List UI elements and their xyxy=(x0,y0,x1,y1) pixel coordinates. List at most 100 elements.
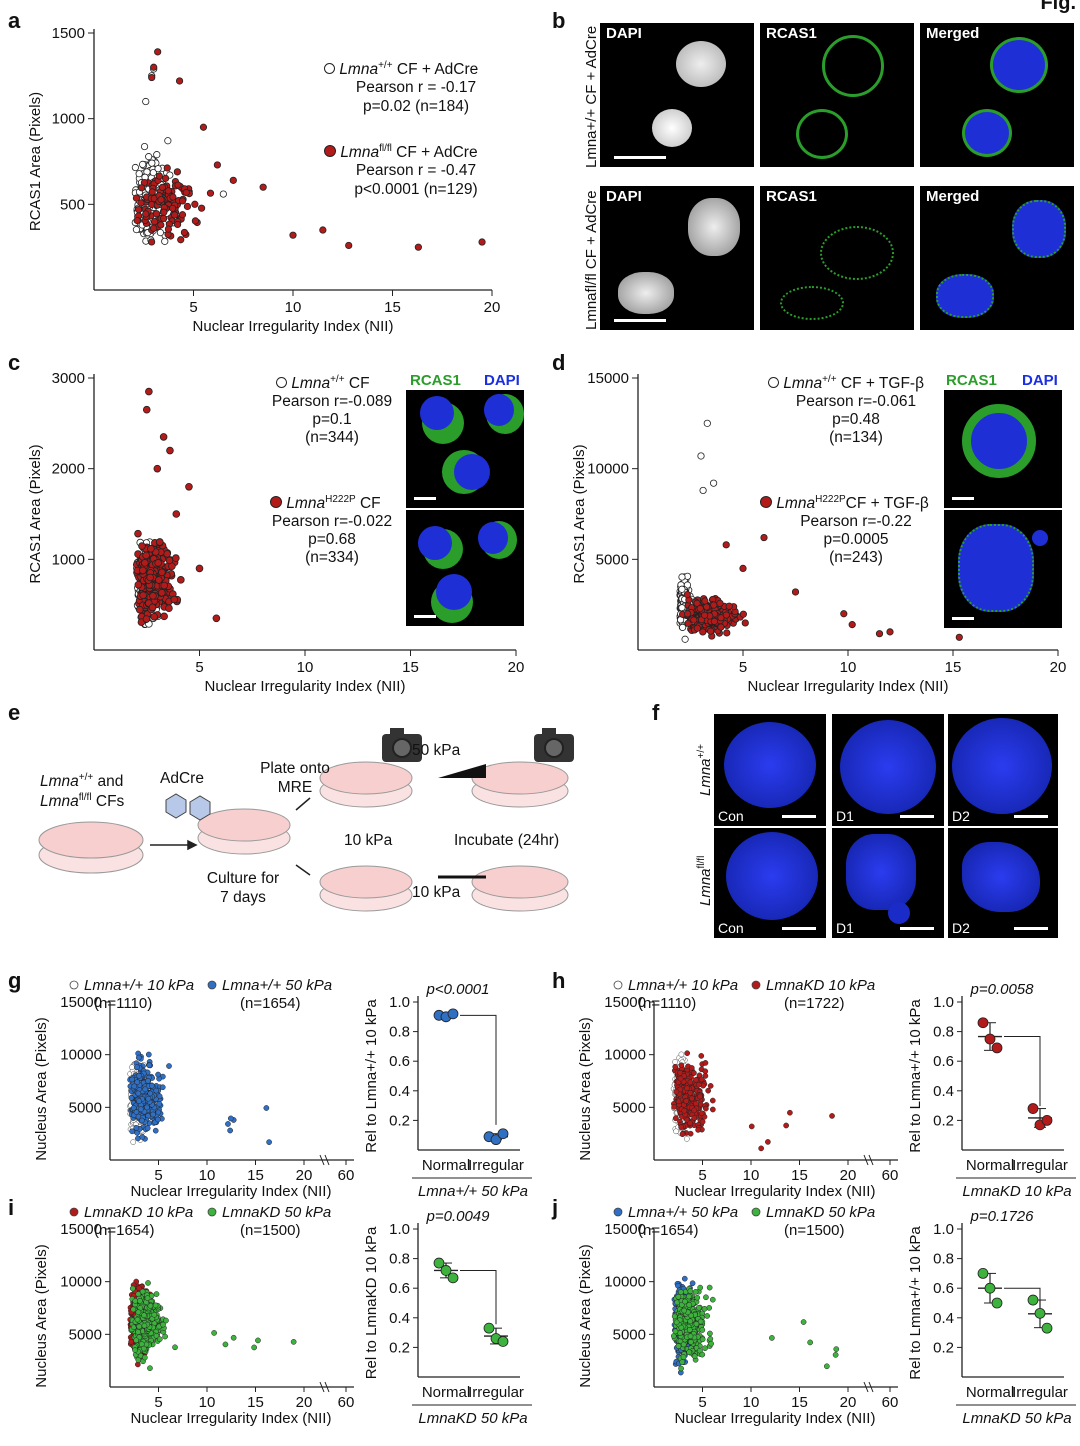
data-point-h xyxy=(684,1050,691,1057)
panel-label-b: b xyxy=(552,8,566,33)
data-point-a xyxy=(414,243,422,251)
data-point-d xyxy=(875,630,884,638)
data-point-h xyxy=(787,1109,793,1116)
data-point-d xyxy=(678,573,686,581)
data-point-j xyxy=(823,1363,830,1370)
dot-y-tick-label-h: 0.8 xyxy=(933,1024,954,1041)
data-point-i xyxy=(172,1344,178,1351)
micrograph-b-rcas1-wt: RCAS1 xyxy=(760,23,914,167)
data-point-d xyxy=(684,610,692,618)
legend-j-1: Lmna+/+ 50 kPa xyxy=(628,1204,738,1221)
data-point-c xyxy=(148,603,157,612)
category-label-i: Irregular xyxy=(468,1384,524,1401)
data-point-a xyxy=(174,181,182,189)
y-axis-label-d: RCAS1 Area (Pixels) xyxy=(571,444,588,583)
x-tick-label-h: 20 xyxy=(840,1167,857,1184)
data-point-c xyxy=(150,612,158,621)
data-point-h xyxy=(707,1083,714,1089)
data-point-h xyxy=(693,1077,699,1083)
legend-j-n1: (n=1654) xyxy=(638,1222,698,1239)
data-point-g xyxy=(225,1121,231,1127)
data-point-d xyxy=(848,621,856,629)
data-point-c xyxy=(155,576,163,584)
data-point-i xyxy=(128,1338,134,1345)
p-value-g: p<0.0001 xyxy=(426,981,490,998)
incubate-label: Incubate (24hr) xyxy=(454,832,560,849)
data-point-j xyxy=(686,1326,693,1333)
legend-marker-i xyxy=(207,1207,217,1217)
data-point-h xyxy=(672,1115,679,1122)
data-point-a xyxy=(148,73,156,82)
y-tick-label-c: 1000 xyxy=(52,551,85,568)
category-label-h: Irregular xyxy=(1012,1157,1068,1174)
culture-label-2: 7 days xyxy=(220,889,266,906)
data-point-d xyxy=(722,541,730,549)
x-tick-label-i: 5 xyxy=(154,1394,162,1411)
data-point-j xyxy=(703,1294,709,1301)
data-point-j xyxy=(694,1294,701,1301)
dot-point-h xyxy=(1027,1103,1039,1114)
data-point-a xyxy=(148,188,156,196)
data-point-a xyxy=(161,174,170,182)
schematic-e xyxy=(38,728,574,912)
p-value-i: p=0.0049 xyxy=(426,1208,491,1225)
x-tick-label-g: 5 xyxy=(154,1167,162,1184)
data-point-a xyxy=(132,226,141,234)
data-point-c xyxy=(159,433,168,441)
legend-g-n2: (n=1654) xyxy=(240,995,300,1012)
x-tick-label-i: 60 xyxy=(338,1394,355,1411)
data-point-h xyxy=(671,1104,678,1110)
dot-y-tick-label-i: 0.2 xyxy=(389,1339,410,1356)
x-tick-label-g: 15 xyxy=(247,1167,264,1184)
data-point-h xyxy=(679,1131,686,1138)
data-point-a xyxy=(157,196,165,204)
dish-mre-10-before xyxy=(319,865,413,912)
x-tick-label-d: 20 xyxy=(1050,659,1067,676)
axis-break-g xyxy=(324,1154,330,1166)
data-point-a xyxy=(197,204,206,212)
y-tick-label-h: 5000 xyxy=(613,1099,646,1116)
legend-i-1: LmnaKD 10 kPa xyxy=(84,1204,193,1221)
dot-point-j xyxy=(991,1297,1003,1309)
data-point-j xyxy=(709,1296,716,1303)
legend-a-2-stat: Pearson r = -0.47 xyxy=(355,162,477,179)
data-point-a xyxy=(182,188,190,197)
data-point-h xyxy=(688,1065,695,1071)
data-point-g xyxy=(166,1063,172,1069)
micrograph-f-wt-con: Con xyxy=(714,714,826,826)
dot-point-j xyxy=(1027,1294,1039,1306)
data-point-g xyxy=(153,1087,160,1094)
data-point-h xyxy=(709,1106,716,1113)
data-point-j xyxy=(680,1341,687,1348)
data-point-g xyxy=(139,1117,145,1124)
data-point-c xyxy=(149,592,157,600)
dot-y-tick-label-i: 1.0 xyxy=(389,1221,410,1238)
data-point-d xyxy=(739,564,747,573)
data-point-c xyxy=(185,482,193,491)
data-point-h xyxy=(681,1107,688,1114)
data-point-j xyxy=(675,1343,682,1349)
data-point-h xyxy=(672,1059,678,1065)
data-point-d xyxy=(697,452,705,460)
dot-point-g xyxy=(490,1134,502,1146)
data-point-c xyxy=(134,580,143,589)
data-point-a xyxy=(259,183,267,191)
data-point-j xyxy=(688,1339,694,1345)
data-point-h xyxy=(678,1124,685,1131)
data-point-i xyxy=(145,1280,151,1286)
legend-h-n1: (n=1110) xyxy=(638,995,696,1012)
x-tick-label-c: 10 xyxy=(297,659,314,676)
x-tick-label-h: 10 xyxy=(743,1167,760,1184)
data-point-h xyxy=(698,1053,705,1059)
x-tick-label-d: 15 xyxy=(945,659,962,676)
data-point-c xyxy=(165,604,173,613)
data-point-c xyxy=(155,538,164,546)
dot-y-tick-label-i: 0.4 xyxy=(389,1310,410,1327)
data-point-c xyxy=(166,446,174,455)
dot-point-h xyxy=(1041,1114,1053,1126)
data-point-g xyxy=(135,1090,142,1097)
x-tick-label-j: 60 xyxy=(882,1394,899,1411)
axis-break-h xyxy=(868,1154,874,1166)
group-label-h: LmnaKD 10 kPa xyxy=(962,1183,1071,1200)
data-point-a xyxy=(177,236,185,244)
